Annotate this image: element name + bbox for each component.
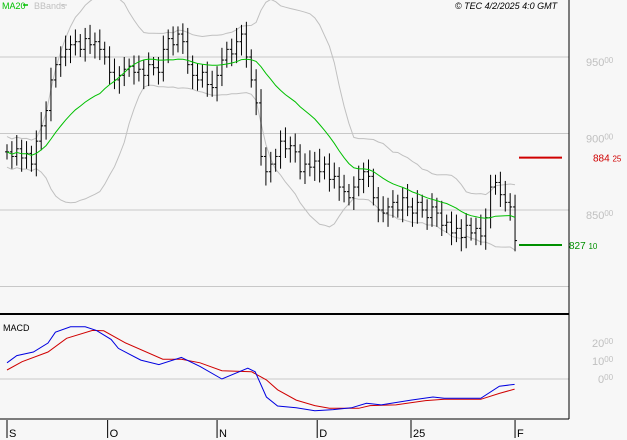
legend-bbands: BBands — [34, 1, 66, 11]
ma20-line — [6, 58, 516, 219]
x-tick-label: S — [9, 428, 16, 440]
signal-line — [6, 329, 515, 409]
upper-band — [6, 0, 516, 196]
axes: 95000 90000 85000 2000 1000 000 S O N D 25 F — [0, 0, 614, 440]
gridlines — [0, 56, 569, 287]
price-tick-label: 85000 — [586, 209, 614, 222]
ma20-line — [6, 58, 516, 219]
levels: 884 25 827 10 — [519, 154, 622, 252]
resistance-label: 884 25 — [593, 154, 622, 165]
copyright: © TEC 4/2/2025 4:0 GMT — [455, 1, 559, 11]
price-tick-label: 90000 — [586, 133, 614, 146]
macd-tick-label: 000 — [598, 373, 614, 386]
price-bars — [5, 21, 518, 252]
x-tick-label: O — [110, 428, 119, 440]
x-tick-label: N — [219, 428, 227, 440]
price-tick-label: 95000 — [586, 56, 614, 69]
macd-tick-label: 1000 — [592, 355, 614, 368]
x-tick-label: F — [517, 428, 524, 440]
macd-line — [6, 326, 515, 412]
support-label: 827 10 — [569, 241, 598, 252]
macd-tick-label: 2000 — [592, 337, 614, 350]
x-tick-label: D — [319, 428, 327, 440]
macd-panel — [0, 326, 569, 412]
x-tick-label: 25 — [413, 428, 425, 440]
legend-ma20: MA20 — [2, 1, 26, 11]
macd-title: MACD — [3, 323, 30, 333]
